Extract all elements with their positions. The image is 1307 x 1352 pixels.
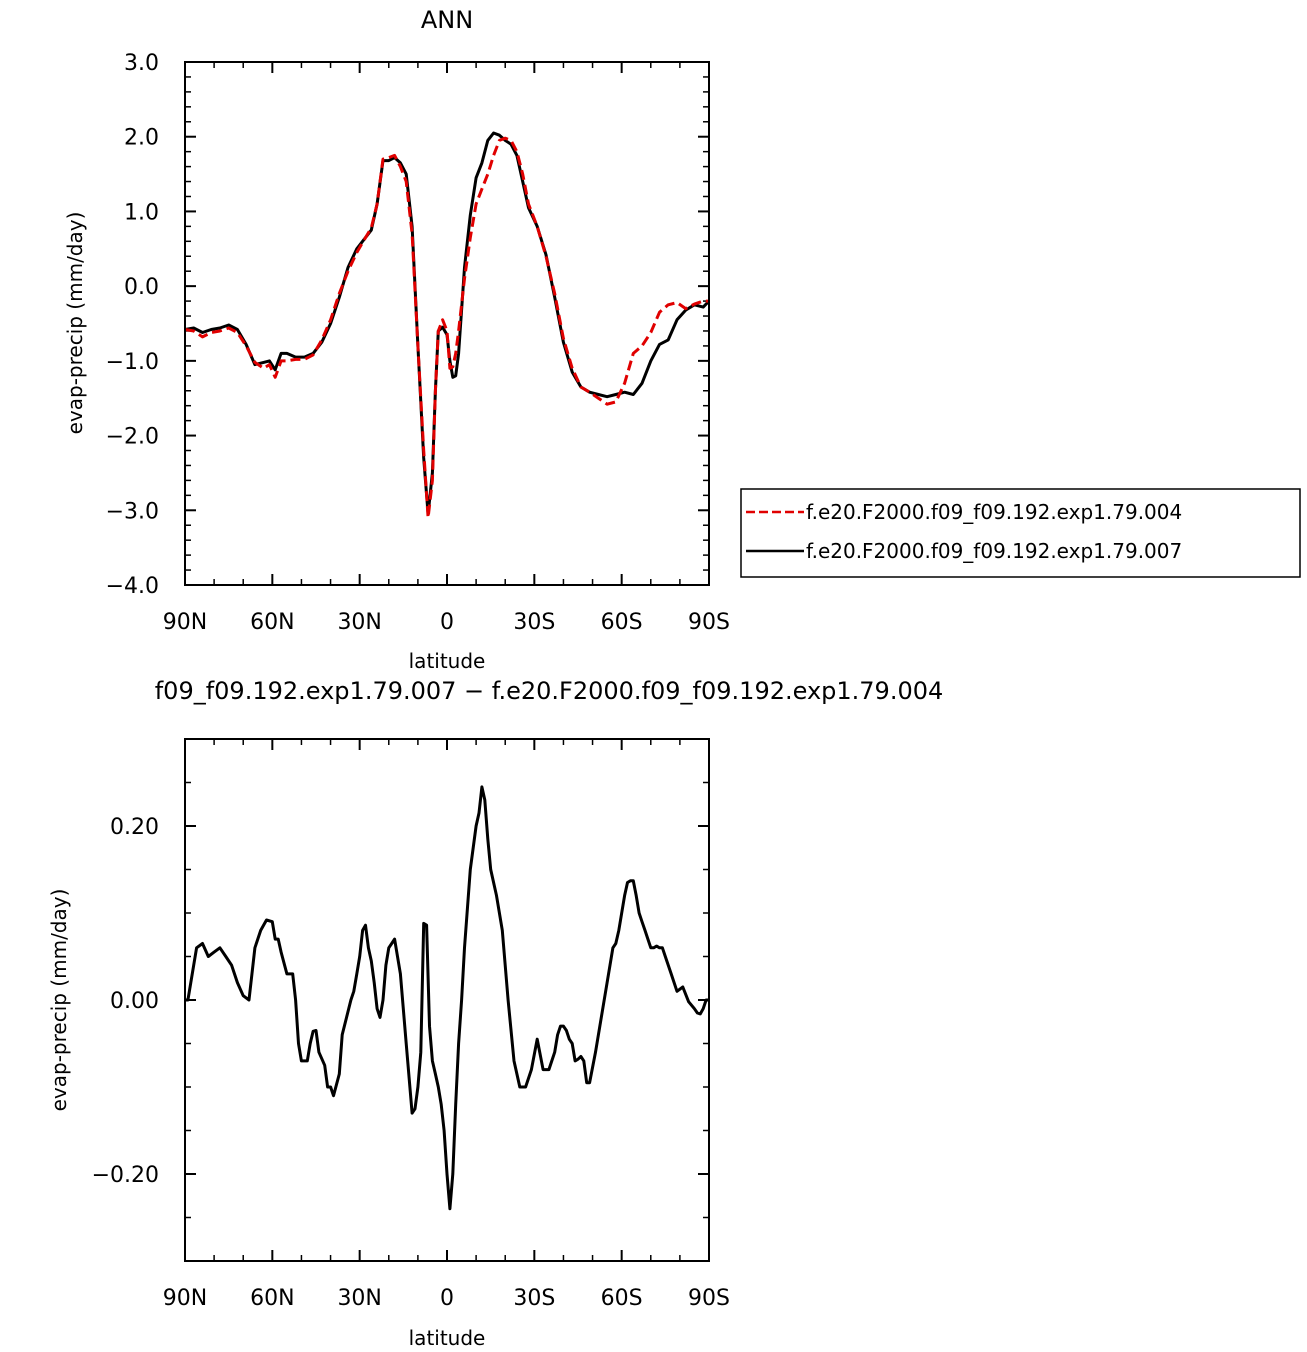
legend-label-004: f.e20.F2000.f09_f09.192.exp1.79.004 — [806, 500, 1182, 524]
bottom-plot-frame — [184, 738, 710, 1262]
y-tick-label: −0.20 — [92, 1163, 159, 1188]
top-title: ANN — [421, 6, 473, 34]
series-line-0-1 — [184, 131, 711, 516]
y-tick-label: −1.0 — [106, 350, 159, 375]
x-tick-label: 30S — [513, 1286, 555, 1311]
bottom-series — [185, 785, 709, 1211]
series-line-0-0 — [184, 136, 709, 520]
bottom-xlabel: latitude — [409, 1326, 486, 1350]
bottom-ticks: 90N 60N 30N 0 30S 60S 90S −0.20 0.00 0.20 — [92, 738, 730, 1311]
y-tick-label: −3.0 — [106, 499, 159, 524]
bottom-title: f09_f09.192.exp1.79.007 − f.e20.F2000.f0… — [155, 677, 944, 705]
bottom-panel: f09_f09.192.exp1.79.007 − f.e20.F2000.f0… — [47, 677, 943, 1350]
bottom-ylabel: evap-precip (mm/day) — [47, 889, 71, 1112]
x-tick-label: 90S — [688, 610, 730, 635]
x-tick-label: 90N — [163, 610, 207, 635]
x-tick-label: 60S — [601, 1286, 643, 1311]
legend: f.e20.F2000.f09_f09.192.exp1.79.004 f.e2… — [740, 488, 1301, 578]
y-tick-label: 3.0 — [124, 51, 159, 76]
y-tick-label: 1.0 — [124, 200, 159, 225]
top-xlabel: latitude — [409, 649, 486, 673]
x-tick-label: 90N — [163, 1286, 207, 1311]
y-tick-label: −2.0 — [106, 425, 159, 450]
x-tick-label: 30N — [337, 610, 381, 635]
legend-frame — [740, 488, 1301, 578]
x-tick-label: 30N — [337, 1286, 381, 1311]
y-tick-label: 0.20 — [110, 815, 159, 840]
x-tick-label: 60S — [601, 610, 643, 635]
series-line-1-0 — [185, 785, 709, 1211]
top-ylabel: evap-precip (mm/day) — [63, 212, 87, 435]
x-tick-label: 30S — [513, 610, 555, 635]
top-plot-frame — [184, 61, 710, 586]
y-tick-label: −4.0 — [106, 574, 159, 599]
x-tick-label: 60N — [250, 610, 294, 635]
x-tick-label: 0 — [440, 1286, 454, 1311]
top-panel: ANN evap-precip (mm/day) latitude 90N 60N… — [63, 6, 730, 673]
y-tick-label: 0.00 — [110, 989, 159, 1014]
y-tick-label: 0.0 — [124, 275, 159, 300]
x-tick-label: 90S — [688, 1286, 730, 1311]
x-tick-label: 60N — [250, 1286, 294, 1311]
legend-label-007: f.e20.F2000.f09_f09.192.exp1.79.007 — [806, 539, 1182, 563]
top-series — [184, 131, 711, 520]
y-tick-label: 2.0 — [124, 126, 159, 151]
x-tick-label: 0 — [440, 610, 454, 635]
